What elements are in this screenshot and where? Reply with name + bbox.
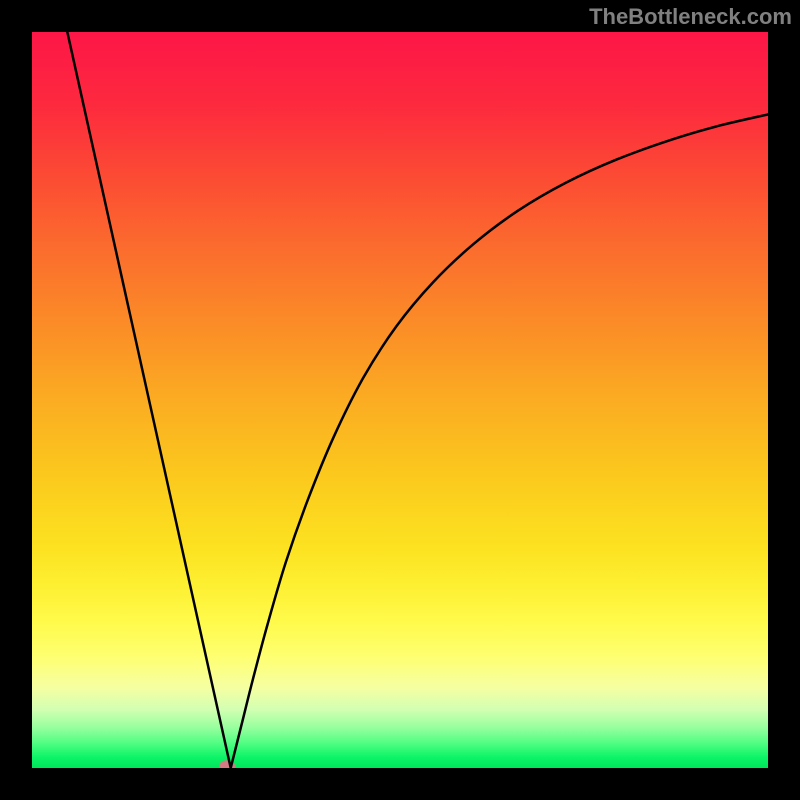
watermark-text: TheBottleneck.com xyxy=(589,4,792,30)
chart-svg xyxy=(32,32,768,768)
chart-container: TheBottleneck.com xyxy=(0,0,800,800)
gradient-background xyxy=(32,32,768,768)
plot-area xyxy=(32,32,768,768)
